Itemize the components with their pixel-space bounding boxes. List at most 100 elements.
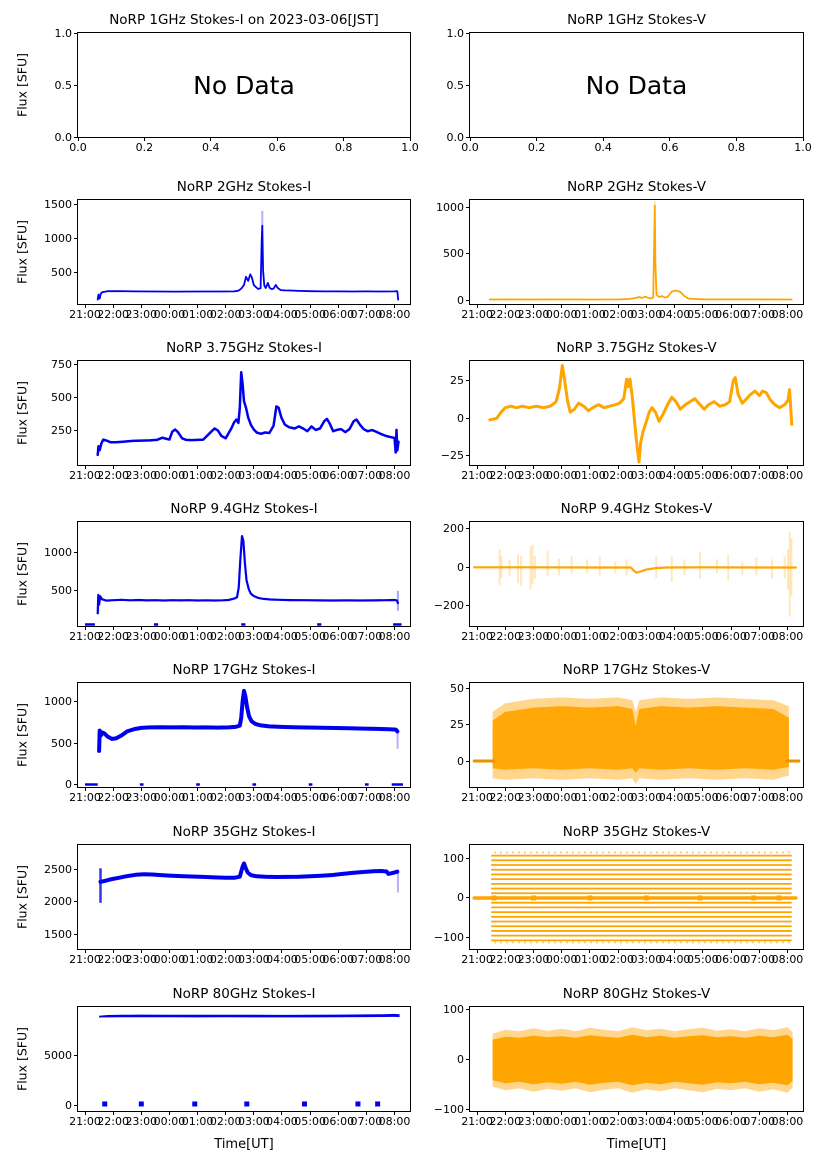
x-tick-mark <box>735 137 737 141</box>
x-tick-label: 07:00 <box>743 791 776 804</box>
x-tick-mark <box>140 787 142 791</box>
x-tick-mark <box>84 1111 86 1115</box>
y-tick-mark <box>466 417 470 419</box>
x-tick-mark <box>253 465 255 469</box>
x-tick-mark <box>394 304 396 308</box>
panel-title: NoRP 80GHz Stokes-I <box>172 986 316 1002</box>
y-tick-mark <box>466 724 470 726</box>
x-tick-label: 03:00 <box>237 791 270 804</box>
y-tick-label: 2500 <box>44 863 72 877</box>
y-tick-mark <box>466 858 470 860</box>
x-tick-label: 07:00 <box>350 953 383 966</box>
x-tick-label: 03:00 <box>630 1115 663 1128</box>
x-tick-mark <box>504 304 506 308</box>
x-tick-mark <box>617 1111 619 1115</box>
y-tick-mark <box>74 237 78 239</box>
x-tick-label: 21:00 <box>69 791 101 804</box>
x-tick-mark <box>476 949 478 953</box>
x-tick-label: 00:00 <box>545 308 578 321</box>
x-tick-mark <box>337 1111 339 1115</box>
x-tick-mark <box>197 1111 199 1115</box>
x-tick-mark <box>394 465 396 469</box>
y-tick-label: 500 <box>51 736 72 750</box>
x-tick-label: 06:00 <box>715 308 747 321</box>
y-tick-mark <box>466 1108 470 1110</box>
y-tick-label: 0 <box>457 293 464 307</box>
y-tick-label: 500 <box>443 247 464 261</box>
x-tick-label: 05:00 <box>686 469 719 482</box>
x-tick-mark <box>786 787 788 791</box>
x-tick-mark <box>168 949 170 953</box>
panel-title: NoRP 9.4GHz Stokes-V <box>560 501 713 517</box>
x-tick-mark <box>476 304 478 308</box>
x-tick-mark <box>225 787 227 791</box>
x-tick-mark <box>589 949 591 953</box>
x-tick-label: 23:00 <box>125 791 158 804</box>
panel-title: NoRP 80GHz Stokes-V <box>562 986 711 1002</box>
x-tick-mark <box>758 465 760 469</box>
x-tick-mark <box>674 787 676 791</box>
x-tick-label: 04:00 <box>658 469 691 482</box>
x-tick-mark <box>504 949 506 953</box>
panel-title: NoRP 17GHz Stokes-V <box>562 662 711 678</box>
x-tick-mark <box>617 949 619 953</box>
x-tick-mark <box>365 465 367 469</box>
x-tick-mark <box>469 137 471 141</box>
x-tick-mark <box>168 1111 170 1115</box>
x-tick-label: 00:00 <box>153 469 186 482</box>
y-tick-label: −25 <box>440 449 464 463</box>
x-tick-mark <box>343 137 345 141</box>
x-tick-mark <box>476 1111 478 1115</box>
x-tick-mark <box>589 1111 591 1115</box>
x-tick-mark <box>112 304 114 308</box>
x-tick-label: 04:00 <box>658 630 691 643</box>
x-tick-mark <box>394 787 396 791</box>
x-tick-mark <box>168 787 170 791</box>
x-tick-mark <box>409 137 411 141</box>
x-tick-mark <box>674 1111 676 1115</box>
plot-area-2ghz-i <box>77 199 411 305</box>
plot-area-80ghz-i <box>77 1006 411 1112</box>
plot-area-9.4ghz-v <box>469 521 804 627</box>
x-tick-label: 01:00 <box>181 469 214 482</box>
x-tick-mark <box>561 787 563 791</box>
x-tick-label: 22:00 <box>489 791 522 804</box>
y-tick-mark <box>466 605 470 607</box>
x-tick-label: 07:00 <box>743 1115 776 1128</box>
x-tick-label: 0.0 <box>461 141 479 154</box>
x-tick-label: 07:00 <box>350 308 383 321</box>
x-tick-mark <box>84 949 86 953</box>
x-tick-mark <box>645 949 647 953</box>
x-tick-label: 02:00 <box>602 1115 634 1128</box>
x-tick-label: 02:00 <box>209 791 242 804</box>
x-tick-label: 22:00 <box>97 953 129 966</box>
x-tick-label: 03:00 <box>237 953 270 966</box>
x-tick-label: 01:00 <box>181 308 214 321</box>
y-tick-mark <box>74 203 78 205</box>
x-tick-label: 23:00 <box>517 1115 550 1128</box>
y-tick-label: 1000 <box>44 695 72 708</box>
y-tick-mark <box>466 84 470 86</box>
x-tick-label: 21:00 <box>461 791 493 804</box>
y-tick-mark <box>466 206 470 208</box>
y-tick-label: 100 <box>443 1003 464 1017</box>
x-tick-mark <box>337 304 339 308</box>
x-tick-label: 21:00 <box>69 308 101 321</box>
x-tick-label: 0.8 <box>334 141 353 154</box>
x-tick-mark <box>532 787 534 791</box>
x-tick-mark <box>225 304 227 308</box>
y-tick-label: 1.0 <box>54 26 73 40</box>
x-tick-mark <box>309 304 311 308</box>
x-tick-label: 08:00 <box>771 308 804 321</box>
x-tick-label: 0.2 <box>135 141 154 154</box>
x-tick-mark <box>476 787 478 791</box>
x-tick-mark <box>730 626 732 630</box>
x-tick-mark <box>589 304 591 308</box>
x-tick-label: 00:00 <box>545 1115 578 1128</box>
plot-canvas-35ghz-i <box>98 861 400 903</box>
x-tick-label: 08:00 <box>771 953 804 966</box>
x-tick-mark <box>112 626 114 630</box>
x-tick-mark <box>758 626 760 630</box>
x-tick-label: 08:00 <box>378 1115 411 1128</box>
y-tick-label: 1500 <box>44 927 72 941</box>
